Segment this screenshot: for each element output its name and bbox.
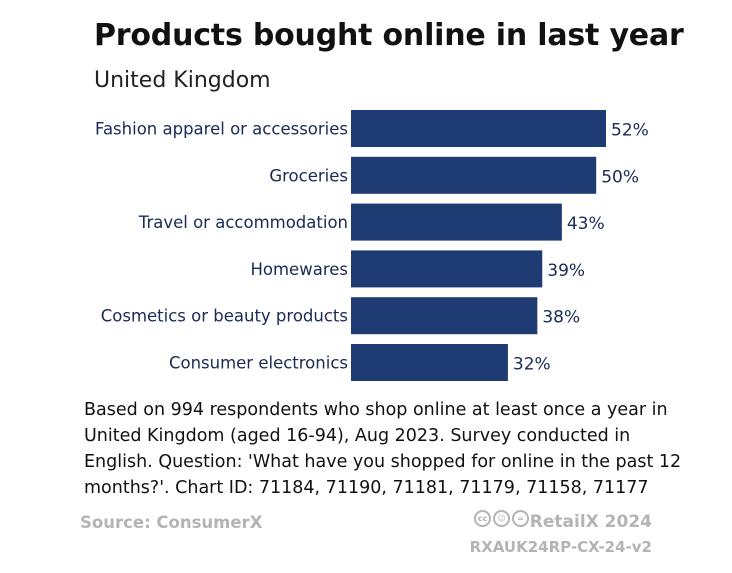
bar: [351, 156, 597, 194]
value-label: 38%: [542, 308, 580, 328]
chart-subtitle: United Kingdom: [94, 68, 271, 93]
bar: [351, 250, 543, 288]
source-label: Source: ConsumerX: [80, 513, 263, 532]
nd-icon: =: [512, 510, 529, 527]
category-label: Consumer electronics: [169, 354, 348, 373]
bar: [351, 203, 562, 241]
bar: [351, 297, 538, 335]
chart-title: Products bought online in last year: [94, 18, 684, 53]
category-label: Travel or accommodation: [138, 213, 348, 232]
value-label: 32%: [513, 355, 551, 375]
report-code: RXAUK24RP-CX-24-v2: [469, 538, 652, 556]
category-label: Groceries: [269, 166, 348, 185]
chart-note: Based on 994 respondents who shop online…: [84, 400, 682, 498]
value-label: 39%: [547, 261, 585, 281]
by-icon: ☺: [493, 510, 510, 527]
category-label: Cosmetics or beauty products: [101, 307, 348, 326]
value-label: 50%: [601, 167, 639, 187]
license-icons: cc ☺ =: [474, 510, 529, 527]
cc-icon: cc: [474, 510, 491, 527]
value-label: 52%: [611, 121, 649, 141]
category-label: Fashion apparel or accessories: [95, 120, 348, 139]
bar: [351, 110, 606, 147]
bar: [351, 344, 508, 381]
category-label: Homewares: [250, 260, 348, 279]
brand-label: RetailX 2024: [529, 512, 652, 532]
value-label: 43%: [567, 214, 605, 234]
